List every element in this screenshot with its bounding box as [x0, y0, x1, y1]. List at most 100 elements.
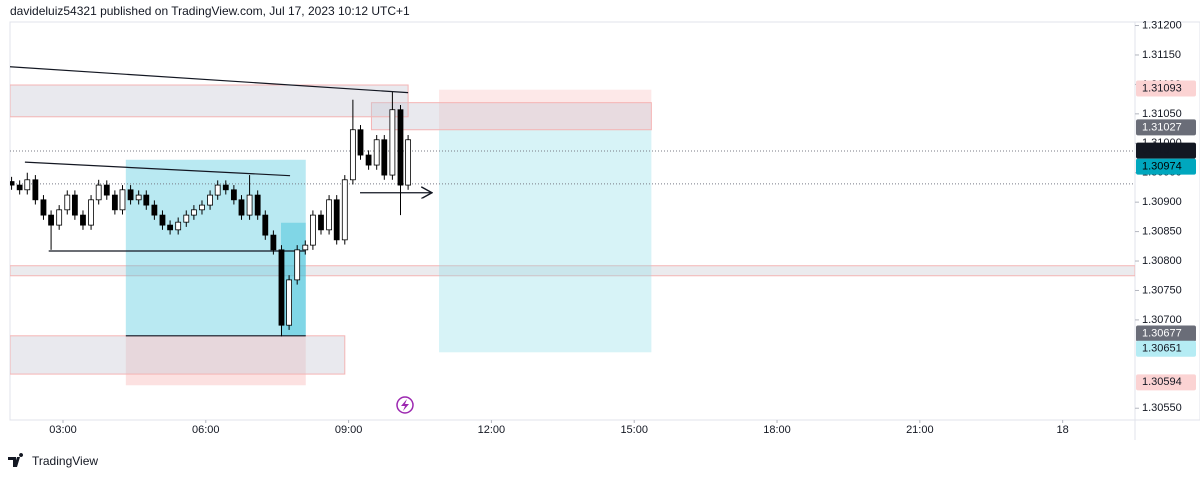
candle-body: [381, 139, 388, 176]
countdown-badge: [1136, 142, 1196, 159]
candle-body: [103, 184, 110, 196]
candle-body: [190, 209, 197, 216]
y-tick-label: 1.30750: [1142, 284, 1182, 296]
candle-body: [278, 249, 285, 326]
price-badge: [1136, 119, 1196, 136]
candle-body: [183, 214, 190, 223]
candle-body: [405, 139, 412, 186]
candle-body: [222, 184, 229, 191]
y-tick-label: 1.30700: [1142, 314, 1182, 326]
price-badge: [1136, 80, 1196, 97]
candle-body: [373, 139, 380, 166]
countdown-label: 00:10: [1142, 144, 1170, 156]
y-tick-label: 1.30550: [1142, 402, 1182, 414]
candle-body: [119, 189, 126, 211]
x-tick-label: 15:00: [620, 424, 648, 436]
candle-body: [24, 179, 31, 191]
y-tick-label: 1.31150: [1142, 49, 1181, 61]
candle-body: [40, 199, 47, 216]
price-badge-label: 1.30594: [1142, 376, 1182, 388]
zone: [439, 129, 652, 353]
zone: [281, 222, 306, 336]
candle-body: [56, 209, 63, 226]
candle-body: [127, 189, 134, 201]
candle-body: [71, 194, 78, 216]
lightning-icon[interactable]: [396, 396, 414, 414]
price-badge: [1136, 325, 1196, 342]
x-tick-label: 18:00: [763, 424, 791, 436]
drawings: [10, 66, 1135, 337]
candle-body: [389, 109, 396, 176]
candle-body: [326, 199, 332, 231]
price-badges: 1.31093 1.31027 00:10 1.30974 1.30677 1.30651…: [1136, 80, 1196, 391]
candle-body: [48, 214, 54, 226]
footer-text: TradingView: [32, 454, 98, 468]
x-tick-label: 06:00: [192, 424, 220, 436]
trend-line: [24, 161, 291, 177]
candle-body: [167, 224, 173, 231]
candles: [10, 92, 412, 337]
zone: [10, 265, 1135, 277]
x-tick-label: 03:00: [49, 424, 77, 436]
y-tick-label: 1.31050: [1142, 108, 1182, 120]
zone: [10, 335, 346, 375]
zone: [370, 102, 652, 131]
x-tick-label: 12:00: [478, 424, 506, 436]
price-badge: [1136, 374, 1196, 391]
candle-body: [302, 244, 309, 251]
price-badge-label: 1.31093: [1142, 82, 1182, 94]
candle-body: [207, 194, 213, 206]
candle-body: [199, 204, 205, 211]
candle-body: [143, 194, 150, 206]
candle-body: [16, 184, 23, 191]
candle-body: [32, 179, 39, 201]
candle-body: [341, 179, 348, 241]
candle-body: [64, 194, 71, 211]
candle-body: [246, 194, 253, 216]
candle-body: [262, 214, 269, 236]
candle-body: [294, 249, 301, 281]
header-text: davideluiz54321 published on TradingView…: [10, 4, 410, 18]
candle-body: [309, 214, 316, 246]
x-tick-label: 09:00: [335, 424, 363, 436]
price-badge-label: 1.31027: [1142, 121, 1182, 133]
tradingview-logo[interactable]: TradingView: [8, 453, 98, 468]
candle-body: [270, 234, 277, 251]
candle-body: [111, 194, 118, 211]
zones: [10, 84, 1135, 386]
x-tick-label: 21:00: [906, 424, 934, 436]
candle-body: [80, 214, 86, 226]
zone: [439, 89, 652, 130]
candle-body: [357, 129, 364, 156]
price-badge-label: 1.30974: [1142, 160, 1182, 172]
price-badge: [1136, 340, 1196, 357]
candle-body: [286, 279, 292, 326]
candle-body: [333, 199, 340, 241]
y-tick-label: 1.30800: [1142, 255, 1182, 267]
candle-body: [214, 184, 221, 196]
candle-body: [151, 204, 158, 216]
candle-body: [88, 199, 94, 226]
zone: [10, 84, 409, 118]
price-badge: [1136, 158, 1196, 175]
zone: [125, 335, 306, 386]
candle-body: [318, 214, 324, 231]
candle-body: [397, 109, 404, 186]
candle-body: [230, 189, 237, 201]
candle-body: [254, 194, 261, 216]
price-badge-label: 1.30651: [1142, 343, 1182, 355]
x-tick-label: 18: [1057, 424, 1069, 436]
y-tick-label: 1.31200: [1142, 19, 1182, 31]
trend-line: [10, 66, 409, 94]
y-tick-label: 1.30850: [1142, 226, 1182, 238]
candle-body: [135, 194, 142, 201]
candle-body: [95, 184, 102, 201]
candle-body: [349, 129, 356, 181]
y-tick-label: 1.30900: [1142, 196, 1182, 208]
price-badge-label: 1.30677: [1142, 327, 1182, 339]
candle-body: [365, 154, 372, 166]
candle-body: [159, 214, 166, 226]
candle-body: [10, 181, 15, 186]
candle-body: [175, 221, 182, 231]
